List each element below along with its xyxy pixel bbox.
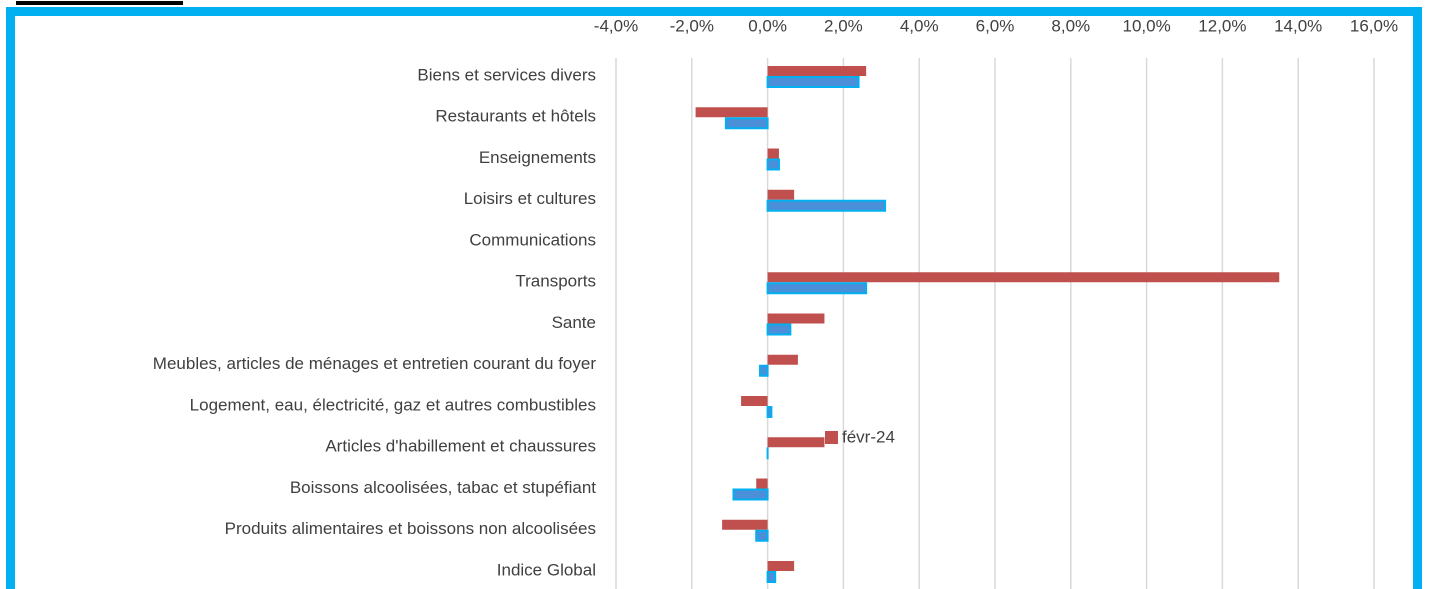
bar [767, 354, 798, 365]
x-tick-label: -4,0% [594, 16, 638, 35]
y-tick-label: Logement, eau, électricité, gaz et autre… [190, 395, 596, 414]
frame-top [6, 7, 1422, 16]
y-tick-label: Biens et services divers [417, 65, 596, 84]
bar [767, 561, 795, 571]
y-tick-label: Restaurants et hôtels [435, 107, 596, 126]
x-tick-label: 6,0% [976, 16, 1015, 35]
bar [732, 488, 769, 501]
legend-label: févr-24 [842, 427, 895, 446]
bar [759, 364, 769, 377]
bar [755, 529, 769, 542]
x-tick-label: 0,0% [748, 16, 787, 35]
bar [767, 272, 1280, 283]
y-tick-label: Meubles, articles de ménages et entretie… [153, 354, 597, 373]
bar [767, 313, 825, 324]
bar [766, 571, 777, 583]
bar [756, 478, 768, 489]
x-tick-label: 10,0% [1122, 16, 1170, 35]
bar [724, 117, 769, 130]
x-tick-label: 4,0% [900, 16, 939, 35]
x-tick-label: 8,0% [1051, 16, 1090, 35]
y-tick-label: Produits alimentaires et boissons non al… [225, 519, 596, 538]
bar [766, 323, 792, 336]
bar [767, 66, 867, 76]
y-tick-label: Articles d'habillement et chaussures [325, 437, 596, 456]
y-tick-label: Loisirs et cultures [464, 189, 596, 208]
x-tick-label: 2,0% [824, 16, 863, 35]
x-tick-label: 12,0% [1198, 16, 1246, 35]
y-tick-label: Enseignements [479, 148, 596, 167]
bar [722, 519, 768, 530]
bar [766, 282, 868, 295]
bar [767, 437, 825, 448]
frame-left [6, 7, 15, 589]
bar [766, 76, 860, 88]
frame-right [1413, 7, 1422, 589]
bar [766, 199, 887, 212]
y-tick-label: Transports [515, 272, 596, 291]
x-tick-label: 16,0% [1350, 16, 1398, 35]
bar [766, 158, 780, 171]
x-tick-label: 14,0% [1274, 16, 1322, 35]
bar [695, 107, 768, 118]
y-tick-label: Indice Global [497, 560, 596, 579]
bar [767, 189, 795, 200]
plot-area: -4,0% -2,0% 0,0% 2,0% 4,0% 6,0% 8,0% 10,0% 12,0%… [153, 16, 1398, 589]
bar [767, 148, 779, 159]
y-tick-label: Sante [552, 313, 596, 332]
x-tick-label: -2,0% [670, 16, 714, 35]
bar [766, 406, 773, 418]
legend-swatch [825, 431, 838, 444]
y-tick-label: Communications [469, 230, 596, 249]
bar [741, 396, 768, 406]
y-tick-label: Boissons alcoolisées, tabac et stupéfian… [290, 478, 596, 497]
